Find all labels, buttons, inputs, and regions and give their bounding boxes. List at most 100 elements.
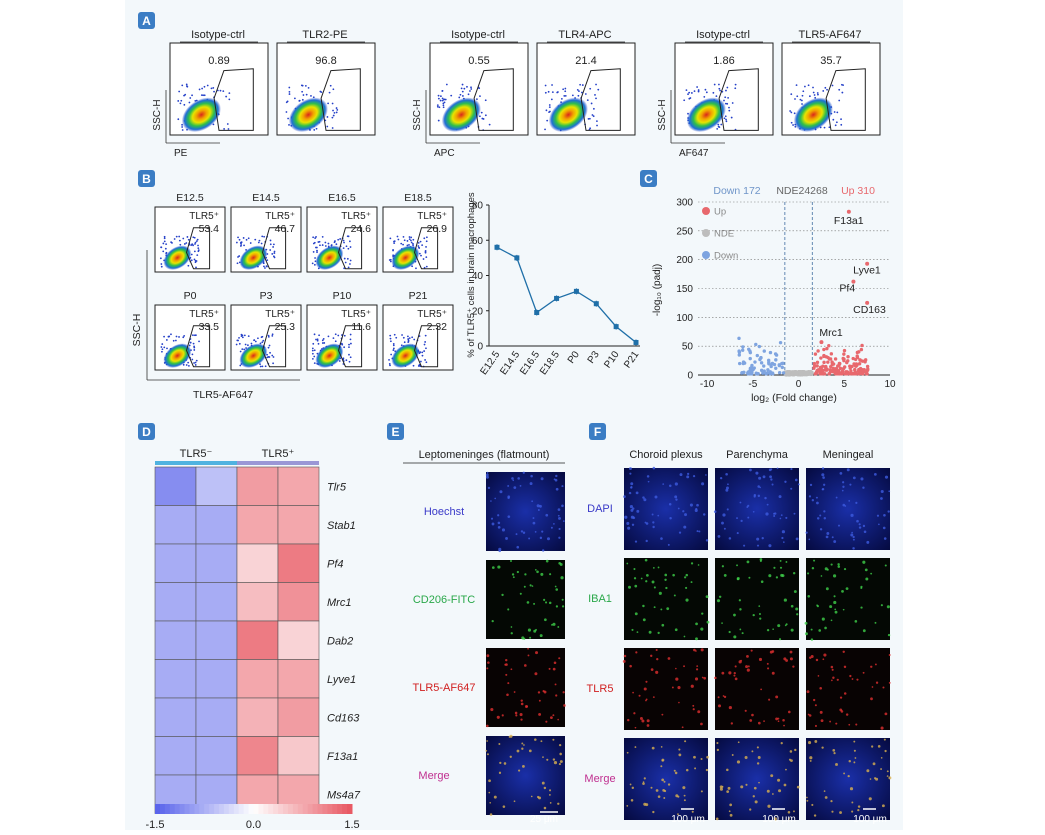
flow-dot	[195, 240, 198, 243]
flow-dot	[163, 335, 165, 338]
flow-dot	[227, 128, 230, 130]
micro-signal	[843, 665, 847, 669]
up-point	[837, 363, 841, 368]
up-point	[845, 360, 849, 365]
down-point	[781, 361, 785, 366]
micro-signal	[850, 513, 854, 517]
micro-signal	[816, 501, 819, 505]
flow-dot	[163, 235, 166, 238]
micro-signal	[870, 665, 873, 668]
micro-signal	[792, 571, 796, 575]
flow-dot	[712, 91, 715, 94]
micro-signal	[519, 592, 522, 595]
heatmap-cell	[277, 466, 320, 506]
flow-dot	[247, 344, 249, 347]
micro-signal	[700, 722, 703, 726]
micro-signal	[835, 496, 838, 499]
micro-signal	[774, 512, 777, 515]
micro-signal	[538, 796, 542, 800]
micro-signal	[876, 514, 880, 517]
flow-dot	[389, 364, 391, 367]
micro-signal	[675, 498, 678, 501]
micro-signal	[555, 474, 558, 478]
flow-dot	[181, 126, 184, 128]
micro-signal	[690, 562, 694, 565]
heatmap-cell	[236, 736, 279, 776]
flow-dot	[188, 101, 191, 104]
micro-signal	[664, 578, 667, 581]
micro-signal	[515, 714, 518, 717]
flow-dot	[467, 93, 470, 96]
flow-dot	[443, 98, 445, 101]
flow-dot	[393, 333, 396, 336]
flow-dot	[705, 91, 708, 94]
flow-dot	[713, 83, 716, 86]
gate-value: 25.3	[275, 321, 296, 333]
micro-signal	[852, 538, 855, 541]
micro-signal	[653, 586, 656, 589]
stage-label: E16.5	[328, 192, 356, 204]
flow-dot	[412, 242, 414, 245]
panel-letter-badge	[138, 423, 155, 440]
colorbar-segment	[179, 804, 186, 814]
down-point	[737, 350, 742, 354]
micro-signal	[887, 633, 891, 637]
micro-signal	[522, 471, 525, 474]
flow-dot	[342, 247, 345, 249]
micro-signal	[862, 671, 865, 674]
flow-dot	[228, 98, 231, 101]
micro-signal	[845, 713, 849, 716]
flow-dot	[170, 241, 172, 244]
micro-signal	[835, 722, 838, 725]
micro-signal	[746, 668, 750, 672]
micro-signal	[641, 719, 645, 723]
micro-signal	[705, 539, 709, 542]
micro-signal	[488, 779, 491, 783]
flow-dot	[349, 356, 352, 359]
flow-dot	[563, 95, 566, 97]
gate-label: TLR5⁺	[265, 309, 295, 320]
micro-signal	[636, 631, 639, 634]
micro-signal	[753, 495, 756, 498]
micro-signal	[717, 696, 720, 699]
flow-dot	[190, 259, 193, 262]
flow-dot	[261, 335, 264, 338]
flow-plot-title: TLR4-APC	[558, 29, 611, 41]
flow-gate	[337, 325, 363, 368]
flow-dot	[407, 339, 410, 341]
flow-dot	[479, 95, 481, 98]
micro-signal	[523, 744, 525, 746]
micro-signal	[683, 525, 687, 529]
colorbar-segment	[243, 804, 250, 814]
down-point	[773, 352, 778, 356]
up-point	[863, 358, 868, 362]
micro-signal	[769, 475, 772, 479]
micro-signal	[870, 697, 873, 701]
flow-dot	[687, 93, 689, 96]
flow-dot	[389, 334, 392, 337]
micro-signal	[767, 804, 771, 808]
flow-gate-value: 1.86	[713, 55, 734, 67]
down-point	[781, 371, 786, 375]
micro-signal	[530, 474, 533, 478]
flow-dot	[335, 243, 338, 246]
micro-signal	[826, 531, 830, 535]
up-point	[812, 361, 817, 366]
micro-signal	[745, 665, 749, 669]
micro-signal	[783, 724, 785, 727]
flow-dot	[349, 338, 352, 341]
flow-dot	[198, 340, 200, 343]
micro-signal	[552, 667, 556, 671]
micro-signal	[652, 566, 655, 569]
flow-dot	[389, 340, 392, 343]
nde-point	[794, 370, 798, 374]
row-label: Tlr5	[327, 481, 347, 493]
flow-dot	[311, 349, 314, 352]
flow-dot	[444, 98, 447, 101]
flow-dot	[271, 354, 274, 357]
flow-dot	[321, 342, 324, 344]
flow-density-cluster	[315, 245, 344, 270]
micro-signal	[700, 790, 703, 793]
micro-signal	[726, 768, 729, 772]
legend-label: NDE	[714, 229, 734, 240]
